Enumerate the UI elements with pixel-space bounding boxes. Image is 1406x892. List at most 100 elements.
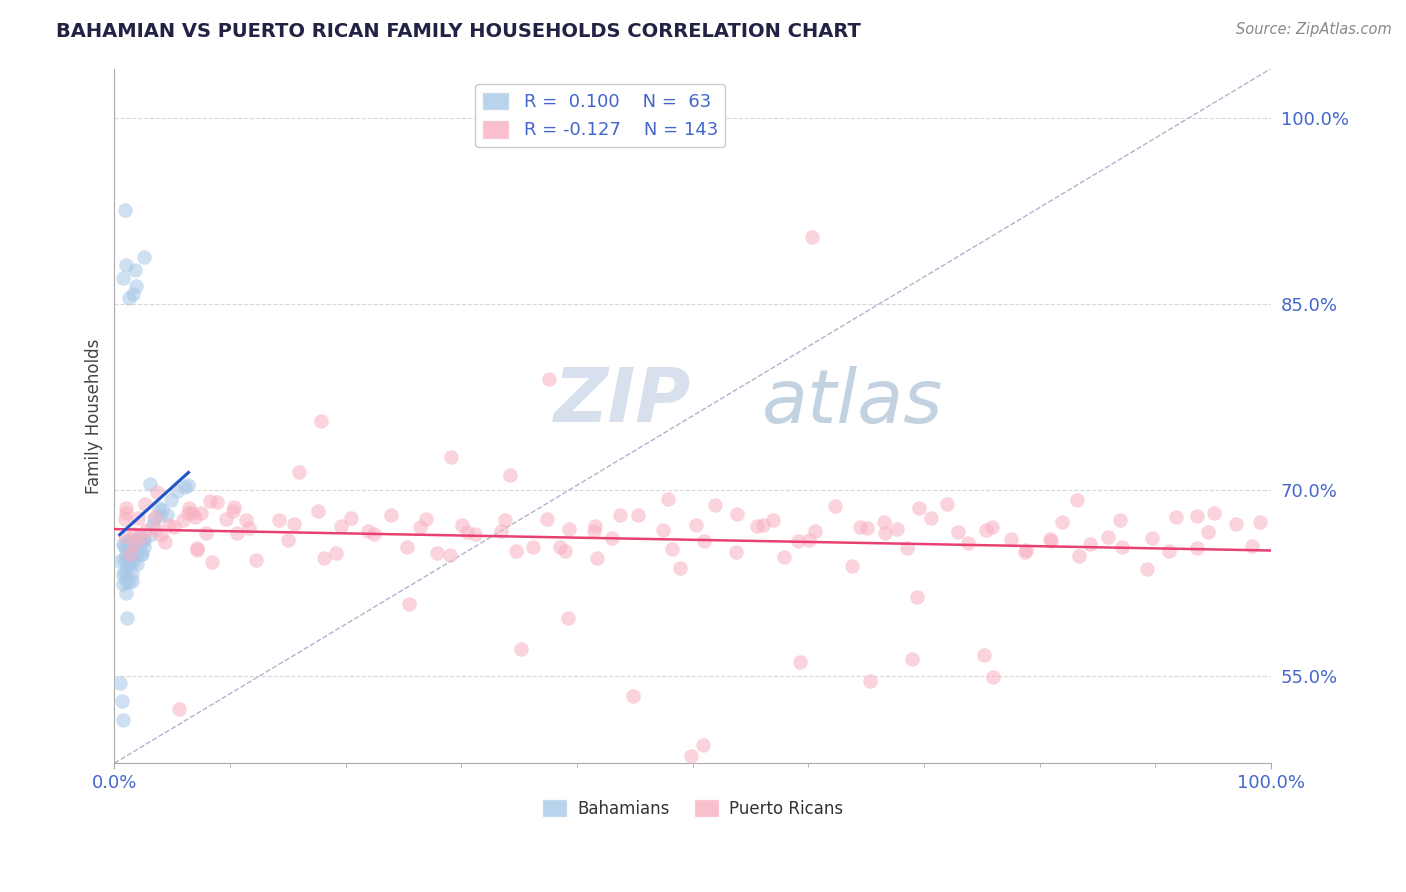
- Point: [856, 521, 879, 535]
- Point: [112, 713, 135, 727]
- Point: [905, 590, 928, 604]
- Point: [157, 517, 180, 532]
- Point: [1111, 540, 1133, 554]
- Point: [149, 508, 172, 522]
- Point: [554, 543, 576, 558]
- Point: [681, 748, 703, 763]
- Point: [134, 540, 156, 554]
- Point: [179, 500, 201, 515]
- Point: [143, 512, 166, 526]
- Point: [283, 516, 305, 531]
- Point: [1067, 549, 1090, 563]
- Point: [692, 738, 714, 752]
- Text: ZIP: ZIP: [554, 366, 692, 439]
- Point: [127, 510, 149, 524]
- Point: [363, 527, 385, 541]
- Point: [1157, 544, 1180, 558]
- Point: [395, 541, 418, 555]
- Point: [1015, 543, 1038, 558]
- Point: [583, 519, 606, 533]
- Point: [1187, 541, 1209, 555]
- Point: [974, 523, 997, 537]
- Point: [398, 597, 420, 611]
- Point: [115, 258, 138, 272]
- Point: [450, 517, 472, 532]
- Point: [117, 556, 139, 570]
- Point: [1142, 531, 1164, 545]
- Point: [142, 518, 165, 533]
- Point: [973, 648, 995, 662]
- Point: [1241, 539, 1264, 553]
- Point: [115, 586, 138, 600]
- Point: [112, 577, 135, 591]
- Point: [1039, 534, 1062, 549]
- Point: [725, 507, 748, 521]
- Point: [114, 548, 136, 562]
- Point: [505, 544, 527, 558]
- Point: [184, 509, 207, 524]
- Point: [849, 520, 872, 534]
- Point: [115, 610, 138, 624]
- Point: [1039, 532, 1062, 546]
- Point: [139, 528, 162, 542]
- Point: [118, 554, 141, 568]
- Point: [267, 512, 290, 526]
- Point: [153, 535, 176, 549]
- Point: [621, 689, 644, 703]
- Point: [145, 523, 167, 537]
- Point: [112, 553, 135, 567]
- Point: [804, 524, 827, 539]
- Point: [112, 539, 135, 553]
- Point: [1080, 537, 1102, 551]
- Point: [510, 642, 533, 657]
- Point: [661, 542, 683, 557]
- Point: [111, 694, 134, 708]
- Legend: Bahamians, Puerto Ricans: Bahamians, Puerto Ricans: [536, 793, 851, 824]
- Point: [325, 546, 347, 560]
- Point: [773, 550, 796, 565]
- Point: [981, 669, 1004, 683]
- Point: [311, 414, 333, 428]
- Point: [583, 524, 606, 539]
- Point: [125, 548, 148, 562]
- Point: [824, 500, 846, 514]
- Point: [725, 545, 748, 559]
- Point: [186, 543, 208, 558]
- Point: [224, 500, 246, 515]
- Point: [115, 534, 138, 549]
- Point: [134, 497, 156, 511]
- Point: [245, 553, 267, 567]
- Point: [875, 526, 897, 541]
- Point: [981, 519, 1004, 533]
- Point: [160, 492, 183, 507]
- Point: [440, 450, 463, 465]
- Point: [135, 523, 157, 537]
- Point: [181, 506, 204, 520]
- Point: [214, 512, 236, 526]
- Point: [685, 517, 707, 532]
- Point: [124, 542, 146, 557]
- Point: [118, 547, 141, 561]
- Point: [114, 506, 136, 520]
- Point: [789, 655, 811, 669]
- Point: [222, 504, 245, 518]
- Point: [115, 565, 138, 579]
- Text: BAHAMIAN VS PUERTO RICAN FAMILY HOUSEHOLDS CORRELATION CHART: BAHAMIAN VS PUERTO RICAN FAMILY HOUSEHOL…: [56, 22, 860, 41]
- Point: [499, 467, 522, 482]
- Point: [120, 549, 142, 563]
- Text: Source: ZipAtlas.com: Source: ZipAtlas.com: [1236, 22, 1392, 37]
- Point: [131, 533, 153, 548]
- Point: [118, 574, 141, 589]
- Point: [149, 528, 172, 542]
- Point: [307, 504, 329, 518]
- Point: [174, 480, 197, 494]
- Point: [602, 531, 624, 545]
- Point: [1109, 513, 1132, 527]
- Point: [226, 525, 249, 540]
- Point: [121, 566, 143, 581]
- Point: [1249, 515, 1271, 529]
- Point: [920, 511, 942, 525]
- Point: [1136, 562, 1159, 576]
- Point: [139, 477, 162, 491]
- Point: [172, 513, 194, 527]
